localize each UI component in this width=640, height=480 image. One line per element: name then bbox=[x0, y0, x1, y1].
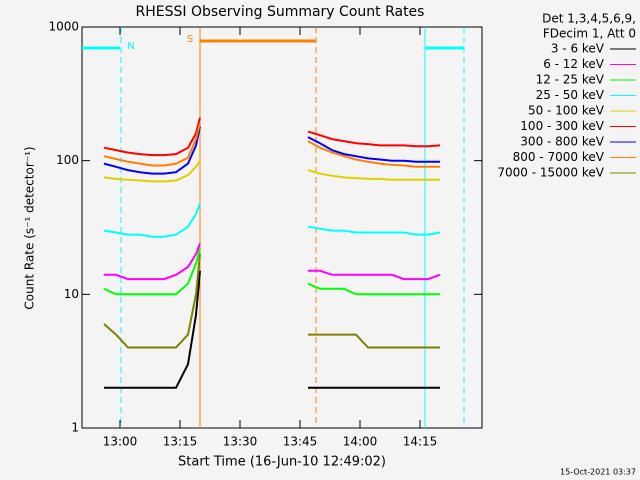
footer: 15-Oct-2021 03:37 bbox=[560, 468, 636, 477]
legend-label: 25 - 50 keV bbox=[536, 88, 605, 102]
chart-title: RHESSI Observing Summary Count Rates bbox=[136, 4, 425, 20]
plot-frame bbox=[81, 26, 483, 429]
night-label: N bbox=[127, 41, 134, 52]
series-line bbox=[103, 160, 440, 183]
y-tick-label: 1000 bbox=[48, 20, 79, 34]
legend-label: 50 - 100 keV bbox=[528, 104, 605, 118]
x-tick-label: 13:15 bbox=[163, 435, 198, 449]
legend-title: FDecim 1, Att 0 bbox=[543, 27, 636, 41]
x-tick-label: 13:00 bbox=[103, 435, 138, 449]
x-tick-label: 13:30 bbox=[223, 435, 258, 449]
x-axis-label: Start Time (16-Jun-10 12:49:02) bbox=[178, 455, 386, 470]
legend-label: 6 - 12 keV bbox=[543, 57, 605, 71]
legend-label: 3 - 6 keV bbox=[551, 42, 605, 56]
legend-label: 300 - 800 keV bbox=[520, 135, 604, 149]
series-line bbox=[103, 202, 441, 238]
series-line bbox=[103, 254, 440, 349]
legend-label: 12 - 25 keV bbox=[536, 73, 605, 87]
saa-label: S bbox=[187, 34, 193, 45]
legend-label: 100 - 300 keV bbox=[520, 119, 604, 133]
y-tick-label: 10 bbox=[64, 287, 79, 301]
legend-label: 800 - 7000 keV bbox=[513, 150, 605, 164]
series-line bbox=[103, 126, 440, 175]
x-tick-label: 14:15 bbox=[403, 435, 438, 449]
y-tick-label: 100 bbox=[56, 153, 79, 167]
y-tick-label: 1 bbox=[71, 421, 79, 435]
y-axis-label: Count Rate (s⁻¹ detector⁻¹) bbox=[23, 146, 37, 309]
legend-label: 7000 - 15000 keV bbox=[497, 166, 604, 180]
series-line bbox=[103, 117, 441, 157]
series-line bbox=[104, 270, 440, 389]
series-line bbox=[103, 123, 440, 168]
x-tick-label: 14:00 bbox=[343, 435, 378, 449]
series-line bbox=[104, 243, 441, 281]
legend-title: Det 1,3,4,5,6,9, bbox=[542, 12, 636, 26]
series-line bbox=[103, 248, 440, 296]
x-tick-label: 13:45 bbox=[283, 435, 318, 449]
